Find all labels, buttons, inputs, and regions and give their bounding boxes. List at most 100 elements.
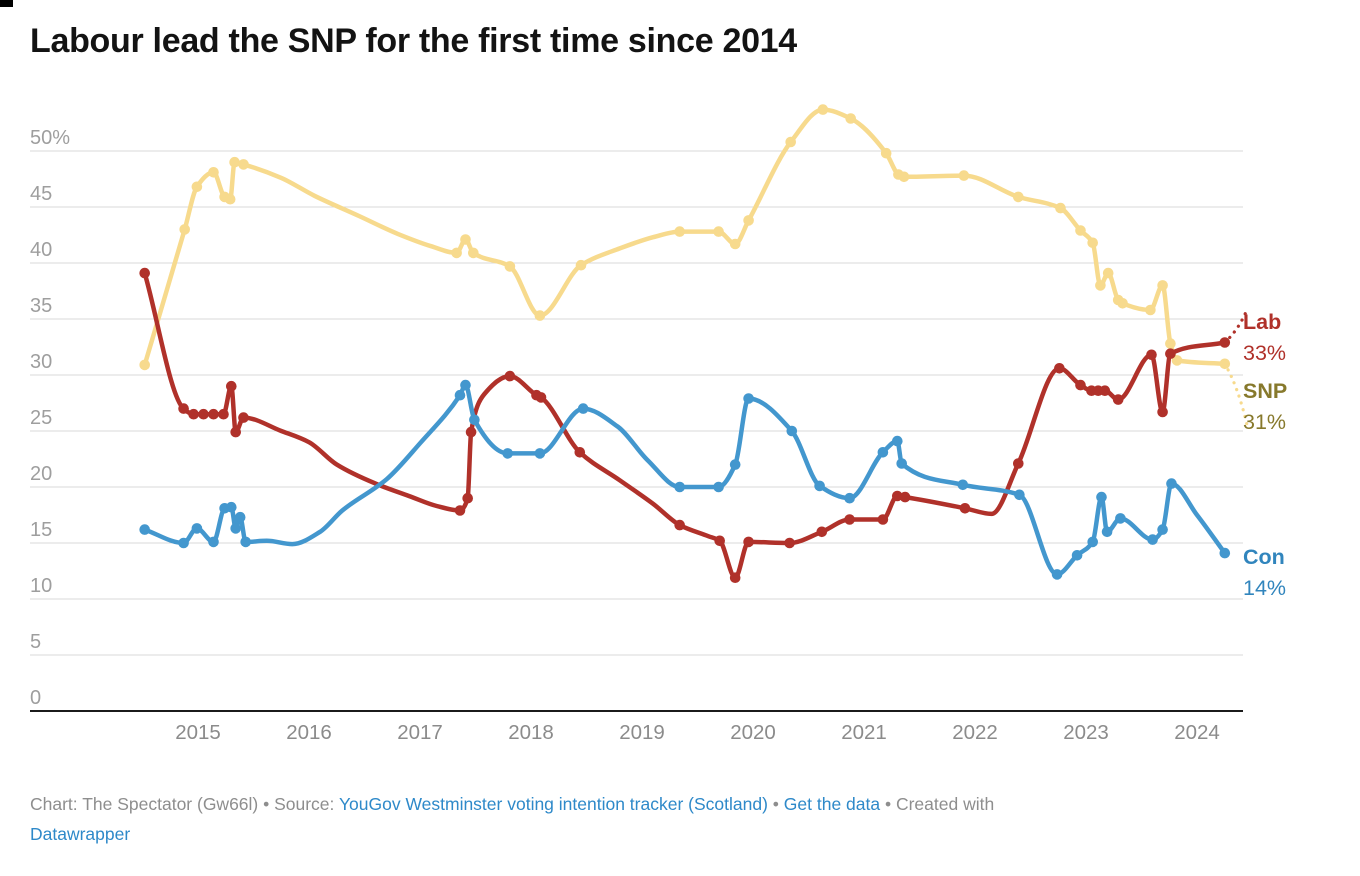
series-end-label-con: Con 14% — [1243, 541, 1360, 604]
snp-data-point — [880, 147, 892, 159]
lab-data-point — [844, 514, 855, 525]
snp-data-point — [1055, 202, 1066, 214]
x-tick-label: 2017 — [397, 721, 443, 744]
con-data-point — [1014, 489, 1025, 501]
con-data-point — [1219, 547, 1231, 559]
x-axis-tick-labels: 2015 2016 2017 2018 2019 2020 2021 2022 2023 2024 — [175, 721, 1220, 744]
snp-data-point — [1117, 298, 1128, 309]
series-value-snp: 31% — [1243, 410, 1287, 434]
con-data-point — [577, 403, 589, 414]
con-data-point — [460, 379, 471, 391]
lab-data-point — [1112, 394, 1124, 405]
con-data-point — [469, 414, 480, 426]
y-tick-label: 5 — [30, 631, 41, 653]
get-the-data-link[interactable]: Get the data — [783, 794, 881, 814]
lab-data-point — [877, 514, 889, 525]
lab-data-point — [1165, 348, 1176, 360]
lab-data-point — [226, 380, 237, 392]
con-data-point — [743, 393, 754, 404]
snp-line — [142, 107, 1228, 368]
snp-data-point — [743, 215, 754, 226]
y-tick-label: 0 — [30, 687, 41, 709]
series-lab — [139, 267, 1248, 583]
lab-data-point — [208, 408, 219, 420]
series-snp — [139, 104, 1249, 426]
snp-data-point — [191, 181, 203, 193]
snp-data-point — [1102, 267, 1114, 279]
snp-data-point — [1075, 225, 1086, 236]
con-data-point — [230, 523, 241, 534]
con-data-point — [896, 458, 907, 469]
footer-credit-text: Chart: The Spectator (Gw66l) • Source: — [30, 794, 339, 814]
lab-data-point — [714, 535, 725, 547]
con-data-point — [786, 425, 798, 437]
snp-data-point — [817, 104, 829, 115]
snp-data-point — [460, 234, 471, 245]
lab-data-point — [816, 526, 828, 538]
con-data-point — [191, 523, 203, 534]
con-data-point — [674, 481, 685, 493]
con-data-point — [226, 501, 237, 513]
datawrapper-link[interactable]: Datawrapper — [30, 824, 131, 844]
lab-data-point — [230, 426, 241, 438]
snp-data-point — [208, 167, 219, 178]
con-data-point — [877, 447, 889, 458]
lab-data-point — [899, 491, 911, 503]
y-tick-label: 20 — [30, 463, 52, 485]
con-data-point — [892, 435, 903, 447]
snp-data-point — [1145, 304, 1156, 316]
y-tick-label: 10 — [30, 575, 52, 597]
snp-data-point — [845, 113, 856, 124]
lab-data-point — [1099, 385, 1111, 397]
source-link[interactable]: YouGov Westminster voting intention trac… — [338, 794, 768, 814]
snp-data-point — [534, 310, 546, 321]
lab-data-point — [198, 408, 209, 420]
lab-data-point — [454, 505, 466, 516]
lab-data-point — [1075, 379, 1086, 391]
con-data-point — [240, 536, 251, 548]
lab-data-point — [743, 536, 754, 548]
x-tick-label: 2023 — [1063, 721, 1109, 744]
footer-separator: • — [767, 794, 784, 814]
snp-data-point — [898, 171, 910, 183]
con-data-point — [713, 481, 724, 493]
con-data-point — [814, 480, 825, 492]
x-tick-label: 2019 — [619, 721, 665, 744]
chart-title: Labour lead the SNP for the first time s… — [30, 22, 797, 60]
snp-data-point — [1165, 338, 1176, 349]
series-value-lab: 33% — [1243, 341, 1287, 365]
lab-data-point — [959, 503, 971, 514]
con-data-point — [1166, 478, 1177, 489]
snp-data-point — [575, 259, 587, 271]
series-name-lab: Lab — [1243, 310, 1282, 334]
series-value-con: 14% — [1243, 576, 1287, 600]
y-tick-label: 40 — [30, 239, 52, 261]
snp-data-point — [139, 359, 150, 371]
lab-data-point — [238, 412, 249, 423]
con-data-point — [844, 492, 855, 504]
lab-data-point — [784, 537, 795, 549]
y-tick-label: 35 — [30, 295, 52, 317]
y-tick-label: 25 — [30, 407, 52, 429]
snp-data-point — [451, 247, 462, 259]
snp-data-point — [1171, 355, 1183, 366]
con-data-point — [178, 537, 189, 549]
lab-data-point — [892, 490, 903, 502]
con-data-point — [502, 448, 513, 459]
con-data-point — [208, 536, 219, 548]
lab-data-point — [574, 447, 586, 458]
lab-data-point — [1146, 349, 1157, 361]
con-data-point — [729, 459, 741, 470]
con-data-point — [454, 389, 466, 401]
lab-data-point — [1013, 458, 1024, 469]
snp-data-point — [1095, 280, 1106, 291]
con-data-point — [1157, 524, 1168, 535]
series-name-snp: SNP — [1243, 379, 1288, 403]
x-tick-label: 2020 — [730, 721, 776, 744]
con-data-point — [957, 479, 969, 491]
con-data-point — [1087, 536, 1098, 548]
y-tick-label: 15 — [30, 519, 52, 541]
con-data-point — [1147, 534, 1158, 545]
con-data-point — [1096, 491, 1107, 503]
y-tick-label: 30 — [30, 351, 52, 373]
